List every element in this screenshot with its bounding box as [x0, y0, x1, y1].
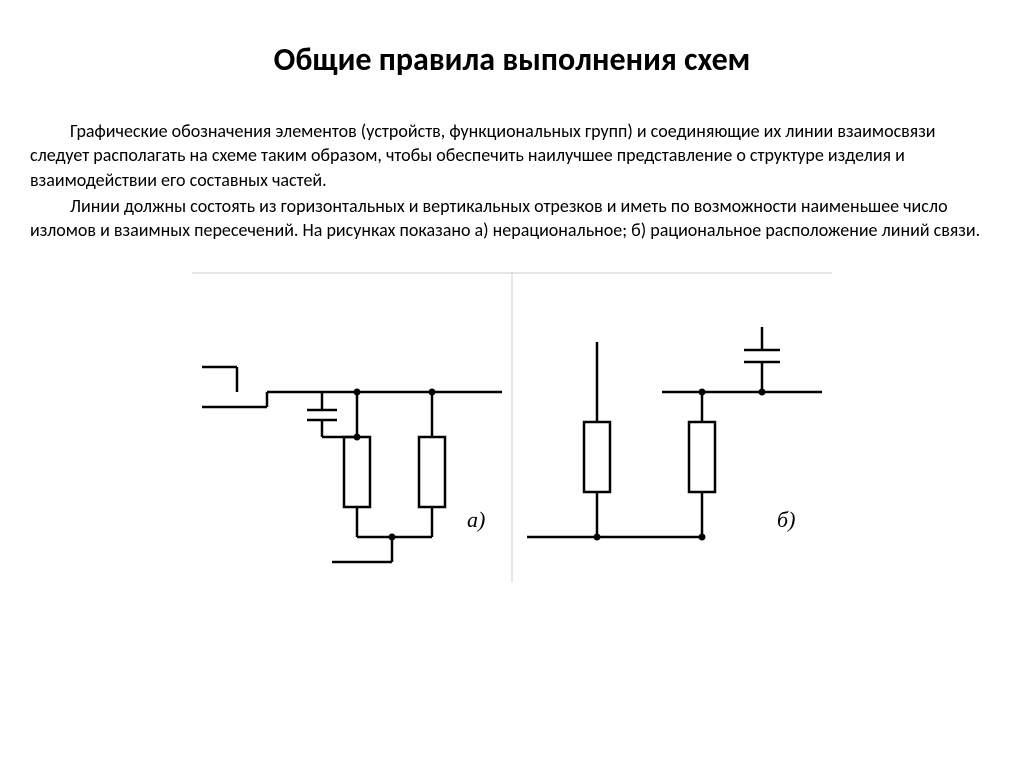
- circuit-diagram: а) б): [192, 272, 832, 582]
- diagram-container: а) б): [30, 272, 994, 582]
- paragraph-2: Линии должны состоять из горизонтальных …: [30, 194, 994, 243]
- svg-text:б): б): [777, 507, 795, 532]
- paragraph-1: Графические обозначения элементов (устро…: [30, 119, 994, 192]
- svg-text:а): а): [467, 507, 485, 532]
- page-title: Общие правила выполнения схем: [30, 40, 994, 79]
